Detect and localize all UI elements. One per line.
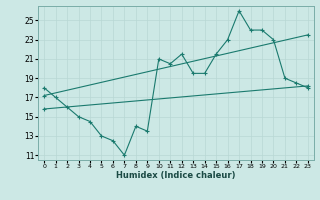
X-axis label: Humidex (Indice chaleur): Humidex (Indice chaleur) <box>116 171 236 180</box>
